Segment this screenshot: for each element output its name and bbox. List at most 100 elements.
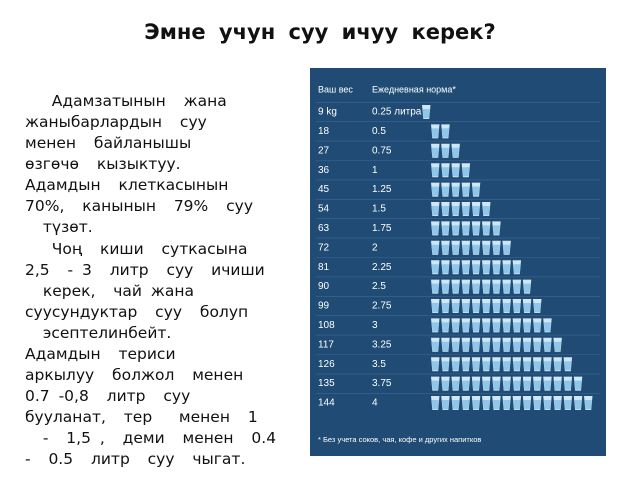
- glass-water: [523, 400, 531, 410]
- glass-water: [431, 341, 439, 351]
- slide-title: Эмне учун суу ичуу керек?: [144, 20, 496, 44]
- text-line: - 1,5 , деми менен 0.4: [25, 429, 277, 447]
- glass-water: [482, 361, 490, 371]
- glass-water: [452, 400, 460, 410]
- glass-water: [482, 264, 490, 274]
- footnote: * Без учета соков, чая, кофе и других на…: [318, 435, 481, 444]
- glass-water: [564, 380, 572, 390]
- glass-water: [452, 283, 460, 293]
- weight: 63: [318, 223, 330, 234]
- glass-water: [564, 400, 572, 410]
- glass-water: [523, 303, 531, 313]
- norm: 2.25: [372, 262, 392, 273]
- glass-water: [543, 400, 552, 410]
- glass-water: [431, 147, 439, 157]
- glass-water: [492, 225, 501, 235]
- glass-water: [462, 303, 470, 313]
- norm: 3: [372, 320, 378, 331]
- glass-water: [482, 206, 490, 216]
- glass-water: [503, 283, 511, 293]
- glass-water: [503, 264, 511, 274]
- glass-water: [441, 303, 450, 313]
- norm: 2.5: [372, 281, 386, 292]
- glass-water: [462, 380, 470, 390]
- glass-water: [431, 225, 439, 235]
- glass-water: [441, 400, 450, 410]
- glass-water: [513, 322, 521, 332]
- glass-water: [431, 244, 439, 254]
- norm: 1: [372, 165, 378, 176]
- glass-water: [462, 186, 470, 196]
- glass-water: [513, 400, 521, 410]
- glass-water: [441, 322, 450, 332]
- glass-water: [492, 303, 501, 313]
- glass-water: [543, 380, 552, 390]
- glass-water: [431, 264, 439, 274]
- glass-water: [452, 264, 460, 274]
- glass-water: [503, 361, 511, 371]
- weight: 108: [318, 320, 335, 331]
- glass-water: [574, 400, 582, 410]
- norm: 2: [372, 242, 378, 253]
- glass-water: [422, 109, 430, 119]
- text-line: менен байланышы: [25, 134, 192, 152]
- text-line: суусундуктар суу болуп: [25, 303, 249, 321]
- text-line: 2,5 - 3 литр суу ичиши: [25, 261, 265, 279]
- glass-water: [462, 244, 470, 254]
- weight: 18: [318, 126, 330, 137]
- glass-water: [533, 341, 541, 351]
- glass-water: [472, 322, 480, 332]
- glass-water: [452, 303, 460, 313]
- norm: 3.75: [372, 378, 392, 389]
- glass-water: [462, 322, 470, 332]
- glass-water: [543, 322, 552, 332]
- norm: 1.75: [372, 223, 392, 234]
- text-line: 70%, канынын 79% суу: [25, 197, 253, 215]
- glass-water: [513, 341, 521, 351]
- norm: 3.25: [372, 339, 392, 350]
- glass-water: [441, 380, 450, 390]
- text-line: бууланат, тер менен 1: [25, 408, 258, 426]
- weight: 27: [318, 145, 330, 156]
- glass-water: [554, 380, 562, 390]
- text-line: өзгөчө кызыктуу.: [25, 155, 181, 173]
- text-line: - 0.5 литр суу чыгат.: [25, 450, 246, 468]
- glass-water: [441, 167, 450, 177]
- glass-water: [462, 264, 470, 274]
- glass-water: [472, 244, 480, 254]
- norm: 0.5: [372, 126, 386, 137]
- glass-water: [472, 380, 480, 390]
- glass-water: [472, 400, 480, 410]
- weight: 9 kg: [318, 107, 337, 118]
- glass-water: [554, 341, 562, 351]
- glass-water: [513, 283, 521, 293]
- weight: 72: [318, 242, 330, 253]
- glass-water: [564, 361, 572, 371]
- norm: 0.25 литра: [372, 107, 422, 118]
- glass-water: [513, 361, 521, 371]
- weight: 144: [318, 398, 335, 409]
- text-line: Чоң киши суткасына: [25, 240, 248, 258]
- glass-water: [523, 361, 531, 371]
- glass-water: [472, 206, 480, 216]
- glass-water: [503, 322, 511, 332]
- glass-water: [452, 167, 460, 177]
- weight: 36: [318, 165, 330, 176]
- glass-water: [503, 380, 511, 390]
- glass-water: [472, 303, 480, 313]
- glass-water: [523, 322, 531, 332]
- weight: 54: [318, 204, 330, 215]
- glass-water: [441, 225, 450, 235]
- text-line: Адамдын териси: [25, 345, 176, 363]
- glass-water: [482, 244, 490, 254]
- text-line: жаныбарлардын суу: [25, 113, 207, 131]
- glass-water: [503, 244, 511, 254]
- glass-water: [452, 322, 460, 332]
- glass-water: [523, 341, 531, 351]
- glass-water: [452, 186, 460, 196]
- text-line: түзөт.: [25, 218, 93, 236]
- glass-water: [482, 380, 490, 390]
- text-line: Адамдын клеткасынын: [25, 176, 229, 194]
- glass-water: [533, 380, 541, 390]
